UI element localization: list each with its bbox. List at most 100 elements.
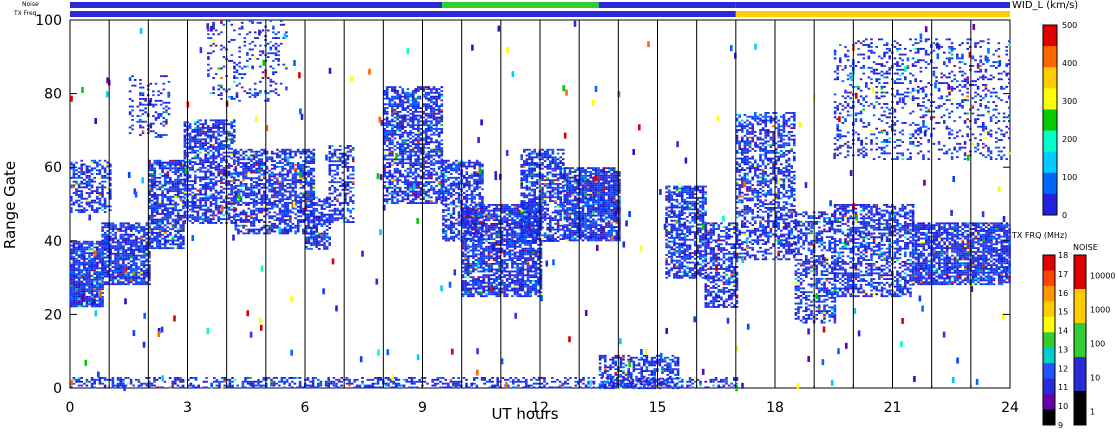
scatter-cell	[442, 175, 445, 177]
scatter-cell	[396, 190, 399, 193]
scatter-cell	[307, 209, 311, 212]
scatter-cell	[409, 129, 412, 132]
scatter-cell	[461, 247, 465, 250]
scatter-cell	[309, 230, 313, 233]
scatter-cell	[430, 129, 433, 132]
scatter-cell	[182, 207, 185, 210]
scatter-cell	[320, 223, 324, 226]
scatter-cell	[106, 165, 109, 168]
scatter-cell	[70, 244, 73, 247]
scatter-cell	[299, 207, 303, 210]
scatter-cell	[398, 129, 402, 132]
scatter-cell	[156, 213, 159, 215]
scatter-cell	[129, 254, 133, 257]
scatter-cell	[464, 238, 467, 241]
scatter-cell	[222, 166, 226, 169]
scatter-cell	[234, 190, 238, 193]
scatter-cell	[83, 256, 86, 258]
scatter-cell	[468, 224, 471, 227]
scatter-cell	[276, 186, 279, 189]
scatter-cell	[127, 262, 130, 265]
scatter-cell	[281, 228, 284, 231]
scatter-cell	[393, 190, 397, 193]
scatter-cell	[70, 276, 73, 279]
scatter-cell	[80, 273, 83, 275]
scatter-cell	[137, 245, 141, 248]
scatter-cell	[85, 203, 89, 206]
scatter-cell	[88, 180, 91, 183]
scatter-cell	[333, 148, 337, 151]
scatter-cell	[212, 130, 215, 133]
scatter-cell	[419, 169, 423, 172]
scatter-cell	[119, 237, 123, 240]
scatter-cell	[276, 183, 279, 185]
scatter-cell	[427, 152, 431, 155]
scatter-cell	[156, 226, 159, 229]
scatter-cell	[296, 152, 300, 155]
scatter-cell	[83, 207, 86, 210]
scatter-cell	[312, 213, 316, 216]
scatter-cell	[404, 198, 407, 201]
scatter-cell	[135, 271, 138, 274]
scatter-cell	[475, 194, 479, 196]
scatter-cell	[204, 184, 207, 186]
scatter-cell	[305, 240, 308, 243]
scatter-cell	[427, 86, 431, 89]
scatter-cell	[478, 161, 482, 164]
scatter-cell	[169, 188, 172, 191]
scatter-cell	[401, 124, 405, 127]
scatter-cell	[161, 165, 164, 168]
scatter-cell	[135, 235, 138, 238]
scatter-cell	[424, 129, 428, 132]
scatter-cell	[209, 214, 213, 217]
scatter-cell	[132, 252, 136, 255]
scatter-cell	[204, 127, 207, 129]
scatter-cell	[449, 226, 453, 229]
scatter-cell	[470, 184, 474, 187]
scatter-cell	[283, 198, 287, 201]
scatter-cell	[191, 130, 194, 133]
scatter-cell	[124, 277, 128, 280]
scatter-cell	[424, 112, 428, 115]
scatter-cell	[142, 262, 146, 265]
scatter-cell	[417, 97, 420, 100]
scatter-cell	[462, 222, 466, 225]
scatter-cell	[318, 211, 321, 214]
scatter-cell	[88, 273, 91, 275]
scatter-cell	[214, 121, 218, 124]
scatter-cell	[201, 193, 205, 196]
scatter-cell	[449, 167, 453, 170]
scatter-cell	[194, 128, 197, 131]
scatter-cell	[188, 142, 192, 145]
scatter-cell	[268, 173, 271, 176]
scatter-cell	[385, 158, 389, 161]
scatter-cell	[153, 159, 157, 162]
scatter-cell	[270, 179, 274, 182]
scatter-cell	[312, 186, 316, 189]
scatter-cell	[96, 280, 99, 283]
scatter-cell	[234, 148, 238, 151]
scatter-cell	[98, 286, 102, 289]
scatter-cell	[145, 231, 149, 234]
scatter-cell	[457, 220, 461, 223]
scatter-cell	[70, 280, 73, 283]
scatter-cell	[273, 203, 277, 206]
scatter-cell	[77, 288, 81, 291]
scatter-cell	[169, 186, 172, 189]
scatter-cell	[435, 109, 438, 111]
scatter-cell	[401, 166, 405, 168]
scatter-cell	[283, 232, 287, 235]
scatter-cell	[461, 253, 465, 256]
scatter-cell	[148, 188, 151, 191]
scatter-cell	[341, 215, 345, 218]
scatter-cell	[122, 277, 125, 280]
scatter-cell	[182, 216, 185, 219]
scatter-cell	[194, 151, 197, 154]
scatter-cell	[449, 182, 453, 185]
scatter-cell	[124, 264, 128, 267]
scatter-cell	[328, 209, 332, 212]
scatter-cell	[247, 215, 251, 218]
scatter-cell	[207, 153, 210, 156]
scatter-cell	[294, 230, 297, 233]
scatter-cell	[158, 194, 162, 196]
